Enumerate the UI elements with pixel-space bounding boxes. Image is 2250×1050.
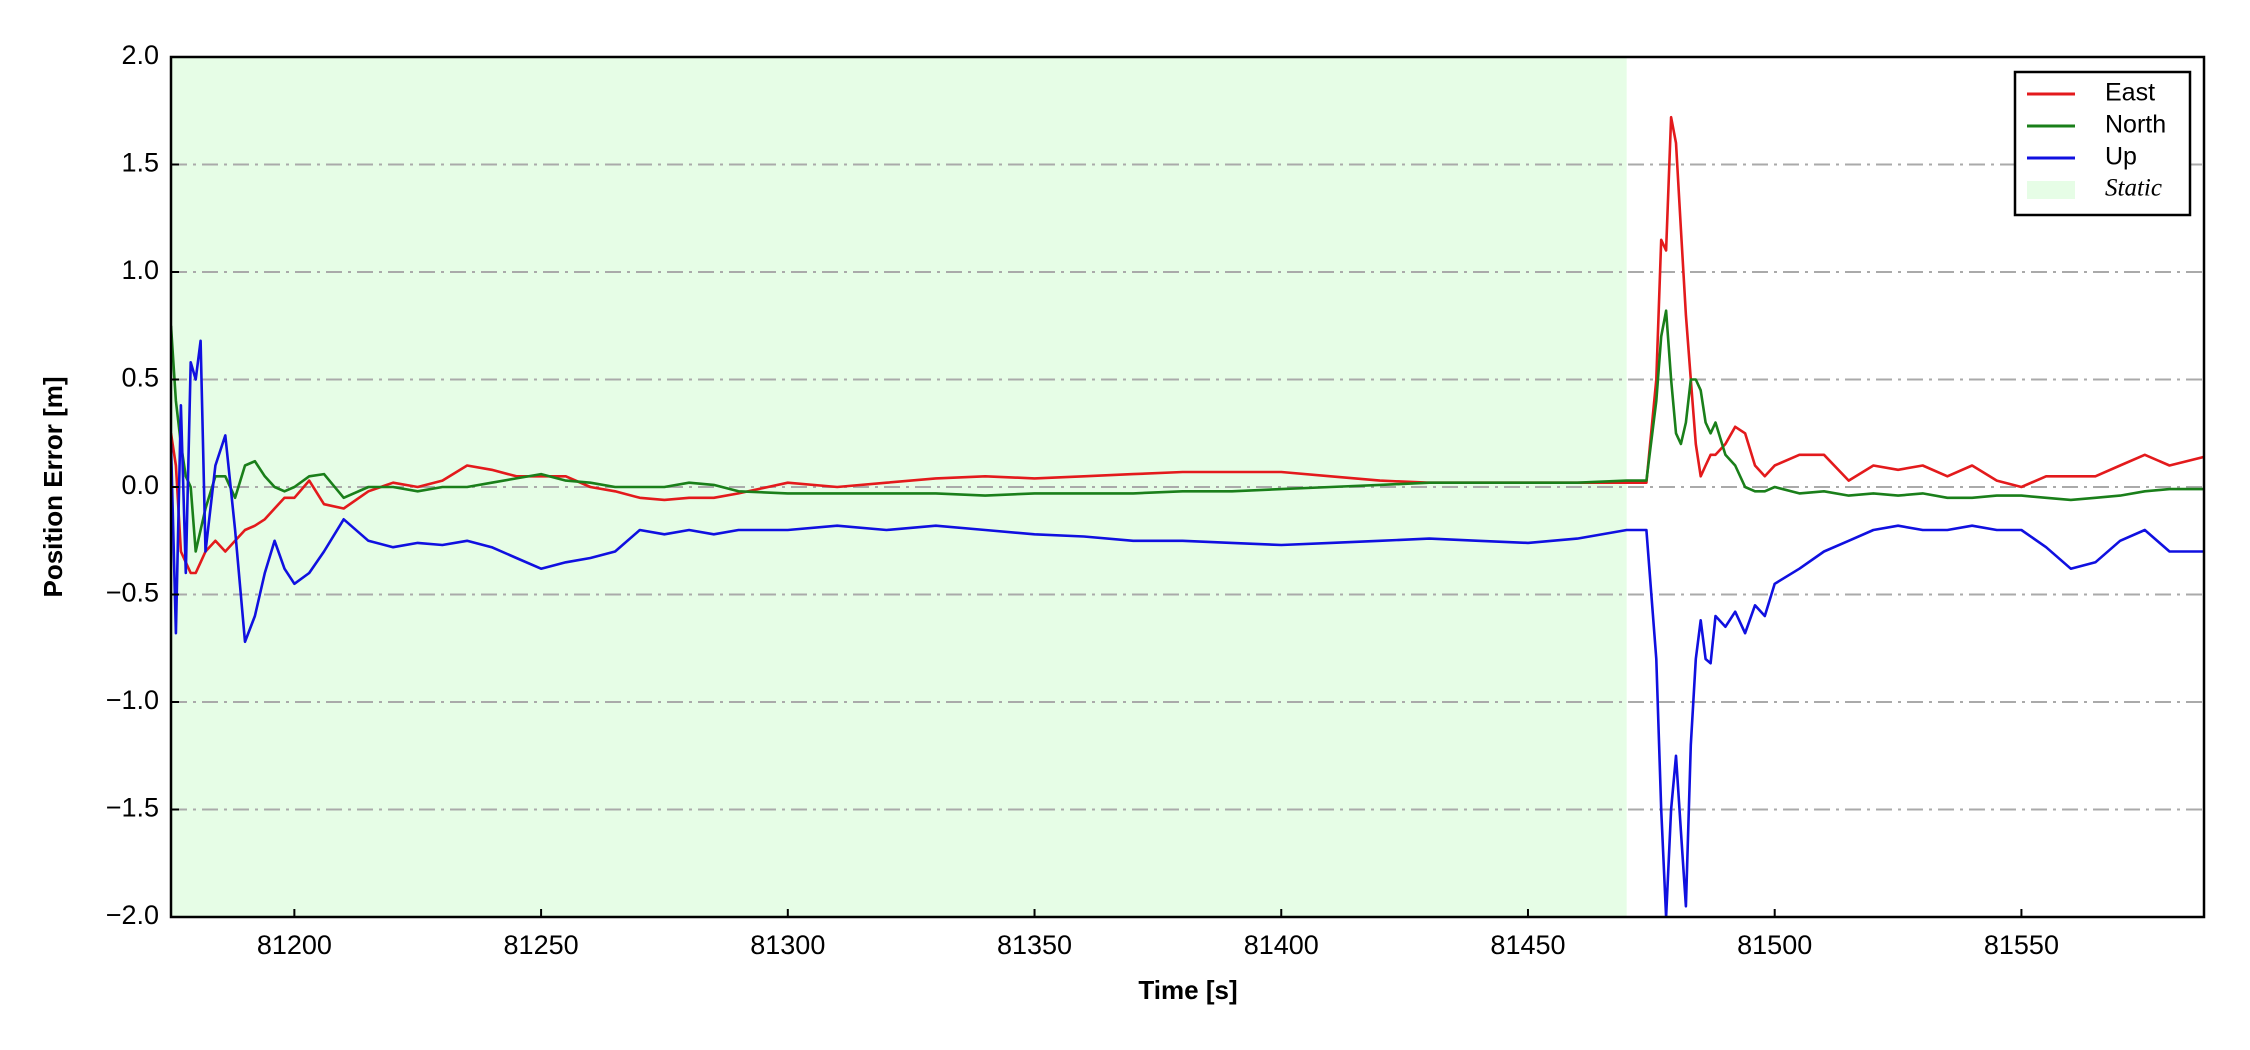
x-tick-label: 81550 (1984, 930, 2059, 960)
plot-frame (169, 55, 2206, 919)
legend-label: East (2105, 79, 2155, 107)
y-axis-label: Position Error [m] (38, 376, 68, 597)
x-tick-label: 81350 (997, 930, 1072, 960)
x-tick-label: 81450 (1490, 930, 1565, 960)
y-tick-label: −1.0 (106, 685, 159, 715)
series-line (171, 115, 2204, 575)
plot-area (171, 57, 2204, 917)
y-tick-label: 1.0 (121, 255, 159, 285)
x-tick-label: 81500 (1737, 930, 1812, 960)
x-tick-label: 81400 (1244, 930, 1319, 960)
x-tick-label: 81300 (750, 930, 825, 960)
series-line (171, 339, 2204, 917)
y-tick-label: −0.5 (106, 578, 159, 608)
legend-label: Static (2105, 175, 2162, 202)
y-tick-label: 0.0 (121, 470, 159, 500)
x-axis-label: Time [s] (1138, 975, 1237, 1005)
y-tick-label: 0.5 (121, 363, 159, 393)
x-tick-label: 81250 (504, 930, 579, 960)
x-tick-label: 81200 (257, 930, 332, 960)
legend-swatch (2027, 181, 2075, 199)
y-tick-label: −1.5 (106, 793, 159, 823)
y-tick-label: 2.0 (121, 40, 159, 70)
y-tick-label: −2.0 (106, 900, 159, 930)
series-line (171, 309, 2204, 553)
legend-label: North (2105, 111, 2166, 139)
legend-label: Up (2105, 143, 2137, 171)
y-tick-label: 1.5 (121, 148, 159, 178)
